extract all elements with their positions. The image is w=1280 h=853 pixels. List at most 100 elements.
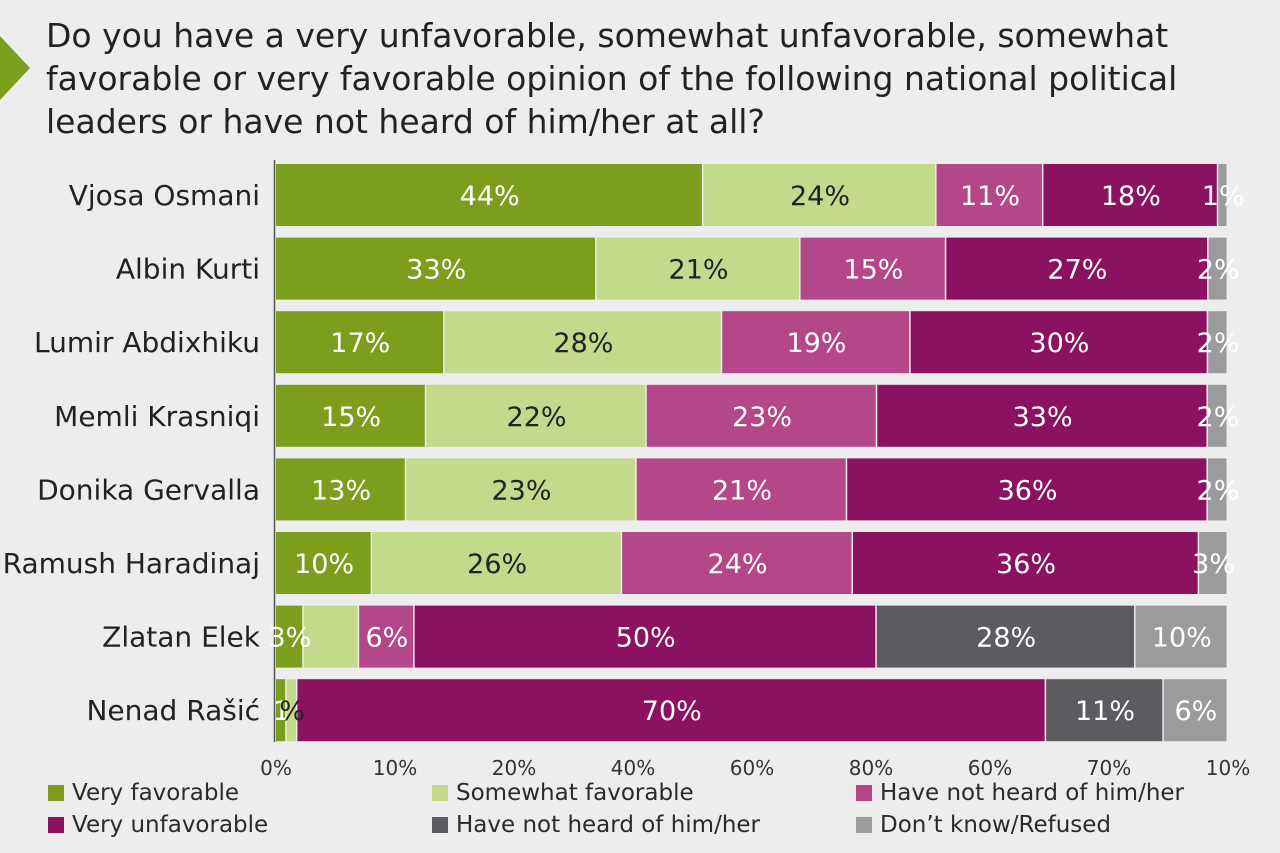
data-label-nenad-rasic-very-favorable: 1: [273, 696, 290, 727]
bar-segment-vjosa-osmani-don-t-know-refused: [1218, 164, 1227, 226]
x-tick-label: 60%: [730, 756, 774, 780]
bar-segment-vjosa-osmani-have-not-heard-of-him-her: [936, 164, 1042, 226]
legend-label: Very favorable: [72, 780, 240, 806]
bar-segment-zlatan-elek-somewhat-favorable: [303, 605, 358, 668]
bar-segment-memli-krasniqi-very-unfavorable: [877, 384, 1207, 447]
data-label-zlatan-elek-very-unfavorable: 50%: [616, 623, 676, 654]
x-tick-label: 60%: [968, 756, 1012, 780]
data-label-donika-gervalla-don-t-know-refused: 2%: [1197, 475, 1240, 506]
legend-item-somewhat-favorable: Somewhat favorable: [432, 780, 694, 806]
bar-segment-nenad-rasic-very-unfavorable: [297, 679, 1045, 742]
bar-segment-nenad-rasic-have-not-heard-of-him-her: [1046, 679, 1163, 742]
x-tick-label: 80%: [849, 756, 893, 780]
data-label-ramush-haradinaj-somewhat-favorable: 26%: [467, 549, 527, 580]
data-label-zlatan-elek-have-not-heard-of-him-her: 28%: [976, 623, 1036, 654]
bar-segment-donika-gervalla-have-not-heard-of-him-her: [636, 458, 846, 521]
data-label-memli-krasniqi-somewhat-favorable: 22%: [507, 402, 567, 433]
bar-segment-zlatan-elek-have-not-heard-of-him-her: [876, 605, 1135, 668]
legend-label: Somewhat favorable: [456, 780, 694, 806]
data-label-lumir-abdixhiku-very-unfavorable: 30%: [1029, 328, 1089, 359]
bar-segment-lumir-abdixhiku-somewhat-favorable: [444, 311, 721, 374]
chart-title: Do you have a very unfavorable, somewhat…: [46, 16, 1178, 141]
data-label-vjosa-osmani-have-not-heard-of-him-her: 11%: [960, 181, 1020, 212]
bar-segment-lumir-abdixhiku-don-t-know-refused: [1208, 311, 1227, 374]
data-label-lumir-abdixhiku-have-not-heard-of-him-her: 19%: [786, 328, 846, 359]
title-arrow-icon: [0, 36, 30, 100]
bar-segment-vjosa-osmani-somewhat-favorable: [703, 164, 936, 226]
category-label-lumir-abdixhiku: Lumir Abdixhiku: [34, 326, 260, 359]
legend-swatch: [48, 785, 64, 801]
category-label-ramush-haradinaj: Ramush Haradinaj: [3, 547, 260, 580]
legend-item-have-not-heard-pink: Have not heard of him/her: [856, 780, 1184, 806]
data-label-memli-krasniqi-have-not-heard-of-him-her: 23%: [732, 402, 792, 433]
data-label-ramush-haradinaj-don-t-know-refused: 3%: [1192, 549, 1235, 580]
bar-segment-ramush-haradinaj-very-favorable: [276, 532, 371, 594]
data-label-ramush-haradinaj-have-not-heard-of-him-her: 24%: [708, 549, 768, 580]
legend-label: Don’t know/Refused: [880, 812, 1112, 838]
bar-segment-nenad-rasic-don-t-know-refused: [1163, 679, 1227, 742]
legend-swatch: [48, 817, 64, 833]
bar-segment-nenad-rasic-somewhat-favorable: [286, 679, 296, 742]
legend-label: Have not heard of him/her: [880, 780, 1185, 806]
legend-swatch: [432, 785, 448, 801]
stacked-bar-chart: Vjosa Osmani 44% 24% 11% 18% 1% Albin Kurti 33%…: [3, 160, 1250, 780]
category-label-donika-gervalla: Donika Gervalla: [37, 473, 260, 506]
bar-segment-vjosa-osmani-very-favorable: [276, 164, 702, 226]
bar-segment-zlatan-elek-have-not-heard-of-him-her: [359, 605, 414, 668]
data-label-nenad-rasic-don-t-know-refused: 6%: [1174, 696, 1217, 727]
data-label-albin-kurti-somewhat-favorable: 21%: [669, 255, 729, 286]
bar-segment-lumir-abdixhiku-very-unfavorable: [910, 311, 1207, 374]
bar-segment-ramush-haradinaj-somewhat-favorable: [372, 532, 621, 594]
bar-segment-albin-kurti-very-unfavorable: [946, 237, 1208, 300]
category-label-nenad-rasic: Nenad Rašić: [86, 694, 260, 727]
bar-segment-memli-krasniqi-have-not-heard-of-him-her: [646, 384, 876, 447]
x-tick-label: 70%: [1087, 756, 1131, 780]
category-label-zlatan-elek: Zlatan Elek: [102, 621, 261, 654]
bar-segment-donika-gervalla-somewhat-favorable: [406, 458, 636, 521]
legend-item-have-not-heard-gray: Have not heard of him/her: [432, 812, 760, 838]
data-label-albin-kurti-don-t-know-refused: 2%: [1197, 255, 1240, 286]
bar-segment-zlatan-elek-very-favorable: [276, 605, 303, 668]
bar-segment-memli-krasniqi-very-favorable: [276, 384, 425, 447]
legend-swatch: [856, 785, 872, 801]
legend-swatch: [856, 817, 872, 833]
data-label-vjosa-osmani-very-favorable: 44%: [460, 181, 520, 212]
bar-segment-nenad-rasic-very-favorable: [276, 679, 286, 742]
data-label-ramush-haradinaj-very-unfavorable: 36%: [996, 549, 1056, 580]
data-label-zlatan-elek-very-favorable: 3%: [268, 623, 311, 654]
bar-segment-albin-kurti-somewhat-favorable: [596, 237, 800, 300]
bar-segment-lumir-abdixhiku-have-not-heard-of-him-her: [722, 311, 910, 374]
legend-label: Very unfavorable: [72, 812, 269, 838]
bar-segment-albin-kurti-don-t-know-refused: [1208, 237, 1227, 300]
category-label-albin-kurti: Albin Kurti: [116, 253, 260, 286]
data-label-albin-kurti-have-not-heard-of-him-her: 15%: [843, 255, 903, 286]
bar-segment-memli-krasniqi-somewhat-favorable: [426, 384, 646, 447]
bar-segment-donika-gervalla-very-unfavorable: [847, 458, 1207, 521]
data-label-lumir-abdixhiku-don-t-know-refused: 2%: [1197, 328, 1240, 359]
data-label-vjosa-osmani-don-t-know-refused: 1%: [1202, 181, 1245, 212]
bar-segment-donika-gervalla-very-favorable: [276, 458, 405, 521]
data-label-nenad-rasic-have-not-heard-of-him-her: 11%: [1075, 696, 1135, 727]
bar-segment-ramush-haradinaj-don-t-know-refused: [1199, 532, 1227, 594]
bar-segment-memli-krasniqi-don-t-know-refused: [1207, 384, 1227, 447]
data-label-albin-kurti-very-unfavorable: 27%: [1047, 255, 1107, 286]
bar-segment-albin-kurti-very-favorable: [276, 237, 596, 300]
data-label-ramush-haradinaj-very-favorable: 10%: [294, 549, 354, 580]
category-label-vjosa-osmani: Vjosa Osmani: [69, 179, 260, 212]
data-label-memli-krasniqi-very-favorable: 15%: [321, 402, 381, 433]
bar-segment-vjosa-osmani-very-unfavorable: [1043, 164, 1217, 226]
category-label-memli-krasniqi: Memli Krasniqi: [54, 400, 260, 433]
data-label-donika-gervalla-very-unfavorable: 36%: [998, 475, 1058, 506]
x-tick-label: 20%: [492, 756, 536, 780]
bar-segment-zlatan-elek-don-t-know-refused: [1135, 605, 1227, 668]
data-label-lumir-abdixhiku-very-favorable: 17%: [330, 328, 390, 359]
data-label-vjosa-osmani-very-unfavorable: 18%: [1101, 181, 1161, 212]
legend-item-very-unfavorable: Very unfavorable: [48, 812, 268, 838]
bar-segment-lumir-abdixhiku-very-favorable: [276, 311, 444, 374]
legend-item-dont-know: Don’t know/Refused: [856, 812, 1111, 838]
data-label-albin-kurti-very-favorable: 33%: [406, 255, 466, 286]
data-label-memli-krasniqi-don-t-know-refused: 2%: [1197, 402, 1240, 433]
bar-segment-donika-gervalla-don-t-know-refused: [1207, 458, 1227, 521]
bar-segment-ramush-haradinaj-have-not-heard-of-him-her: [622, 532, 852, 594]
bar-segment-zlatan-elek-very-unfavorable: [414, 605, 876, 668]
